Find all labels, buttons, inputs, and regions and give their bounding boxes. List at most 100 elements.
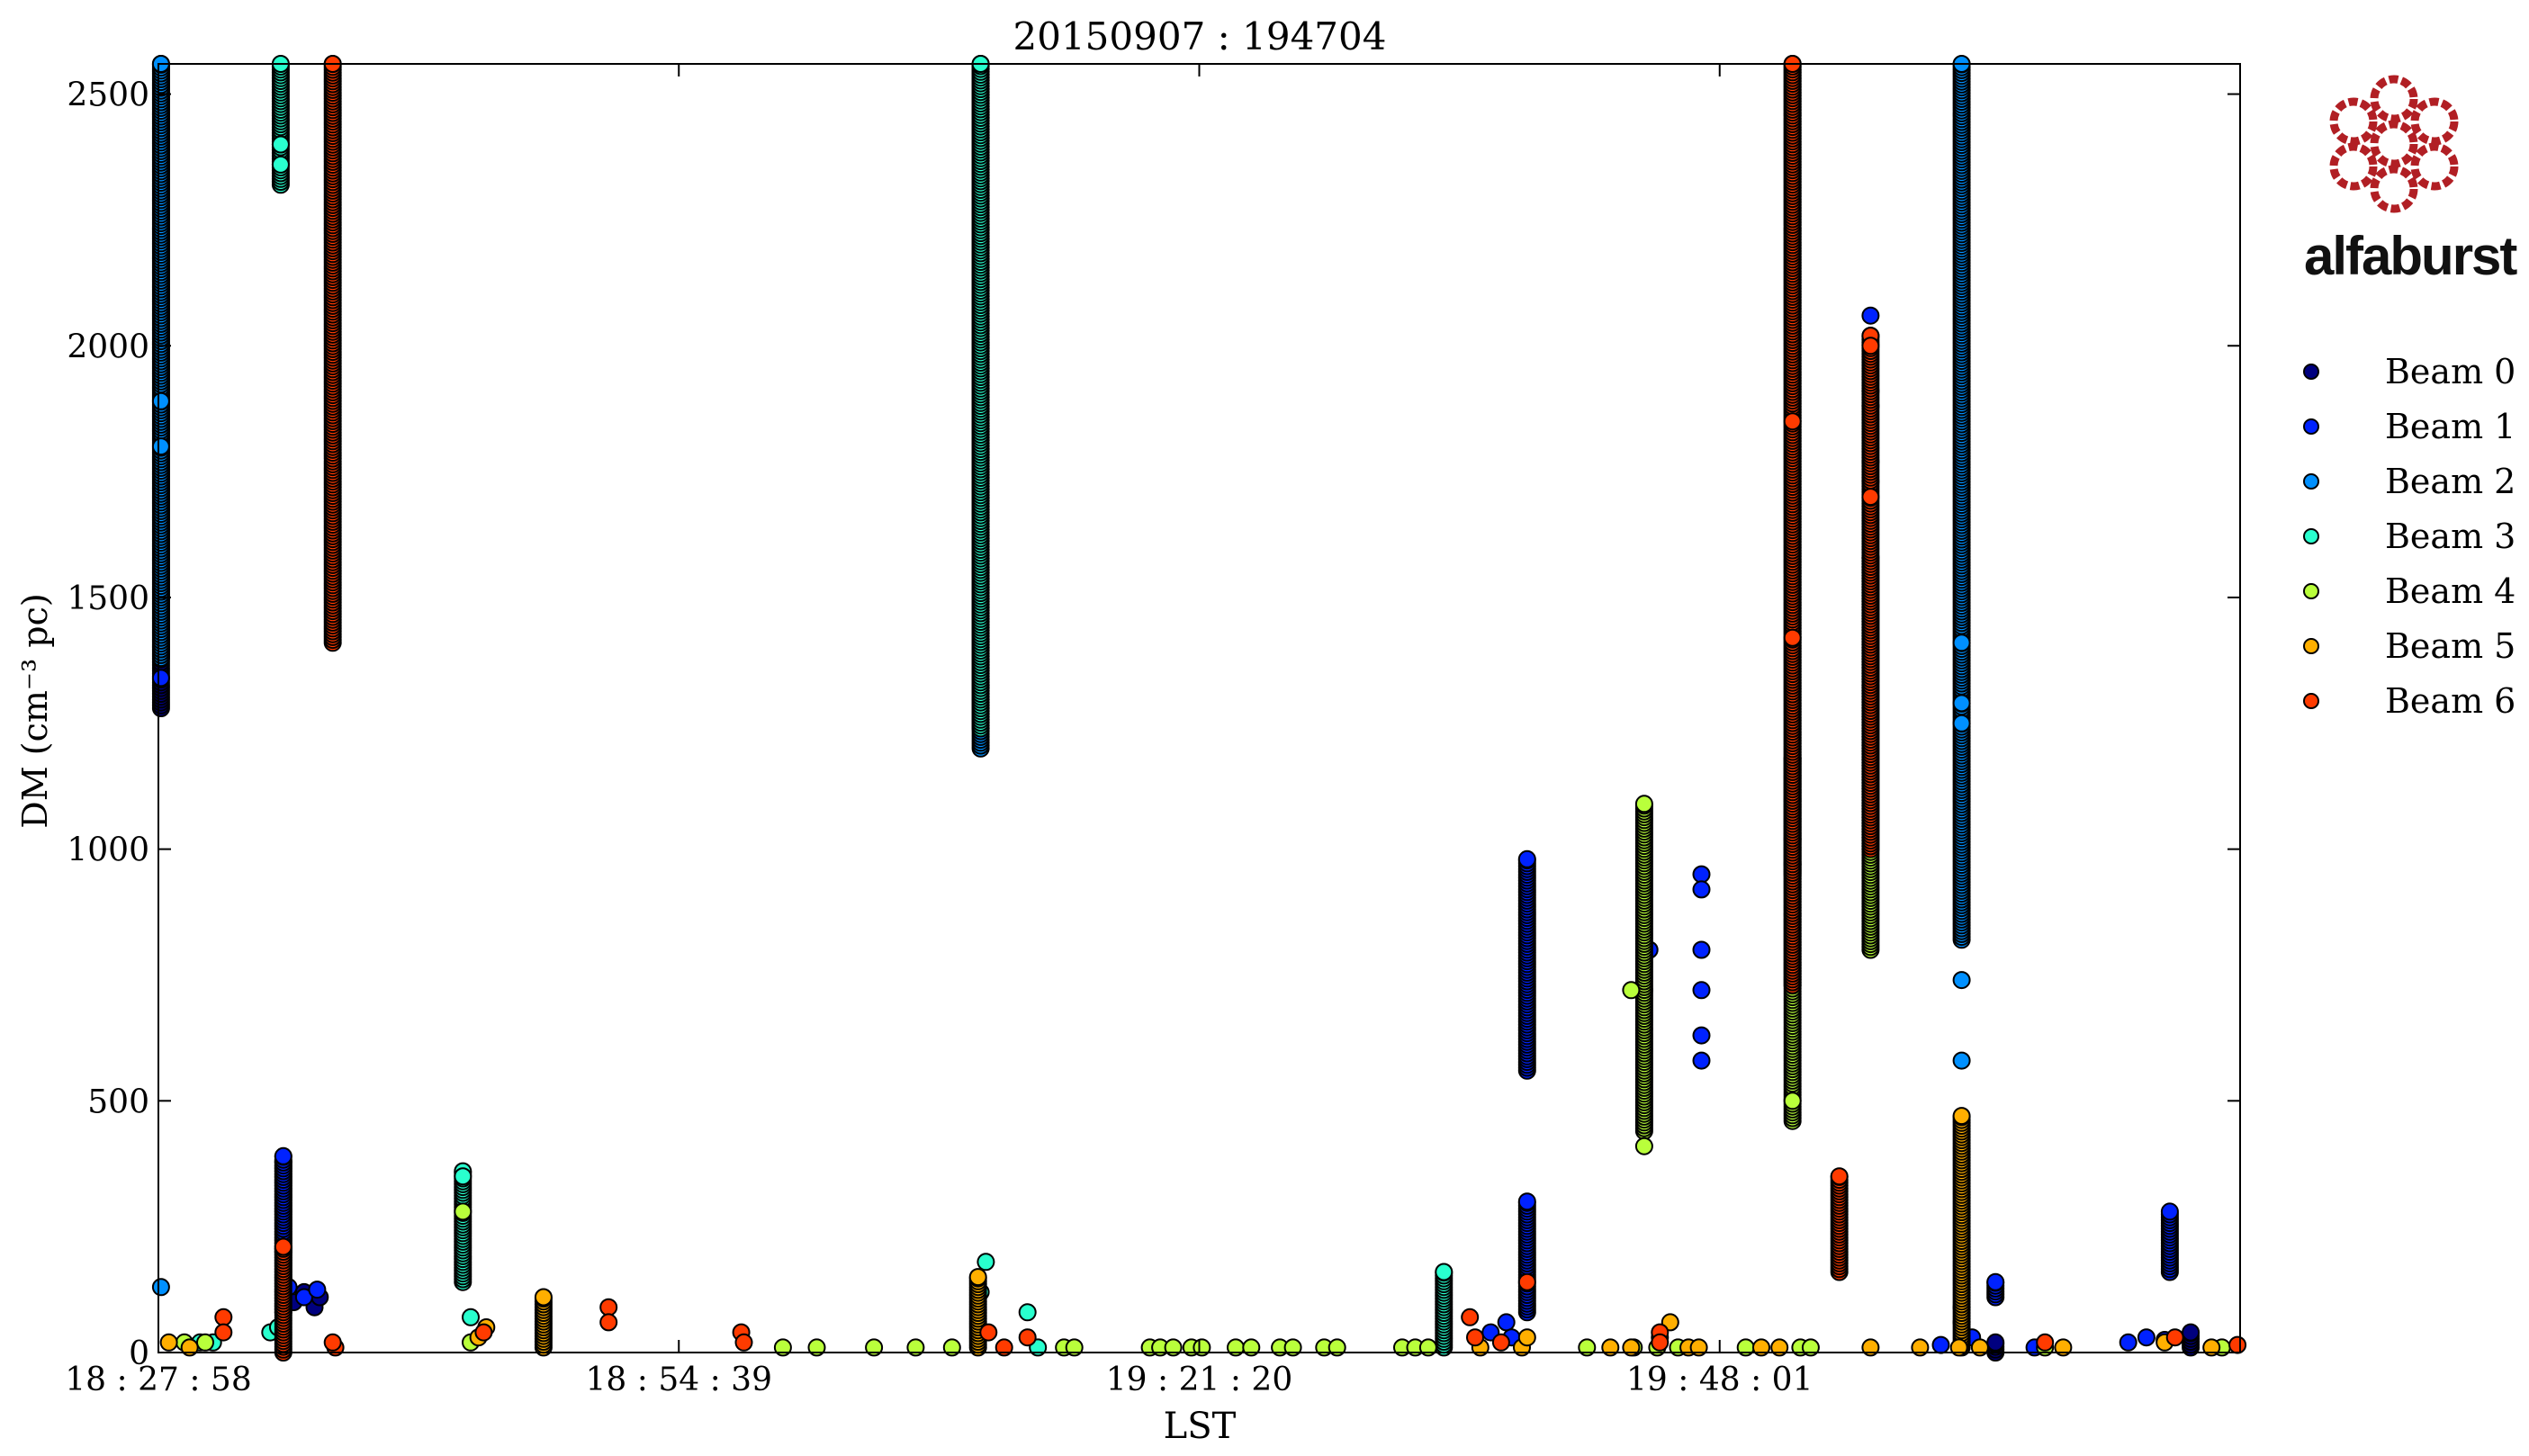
point-beam-4 [196, 1333, 214, 1352]
point-beam-0 [1986, 1333, 2005, 1352]
point-beam-6 [1466, 1328, 1484, 1347]
chart-title: 20150907 : 194704 [1013, 14, 1387, 58]
legend-label: Beam 3 [2385, 517, 2516, 556]
point-beam-6 [2165, 1328, 2184, 1347]
point-beam-4 [1783, 1092, 1802, 1110]
point-beam-6 [1830, 1167, 1849, 1186]
point-beam-6 [1461, 1308, 1480, 1326]
point-beam-1 [2160, 1202, 2179, 1221]
point-beam-6 [1651, 1333, 1670, 1352]
point-beam-6 [1491, 1333, 1510, 1352]
legend-marker [2303, 638, 2319, 654]
point-beam-6 [979, 1323, 998, 1342]
point-beam-6 [2036, 1333, 2055, 1352]
point-beam-5 [534, 1288, 553, 1307]
point-beam-4 [1622, 981, 1641, 1000]
y-tick-label: 500 [87, 1083, 149, 1120]
legend-marker [2303, 418, 2319, 435]
point-beam-6 [1861, 488, 1880, 507]
point-beam-6 [323, 1333, 342, 1352]
legend-label: Beam 6 [2385, 681, 2516, 721]
x-tick-label: 18 : 27 : 58 [65, 1362, 251, 1398]
legend-label: Beam 4 [2385, 571, 2516, 611]
point-beam-2 [1952, 634, 1971, 652]
point-beam-2 [1952, 714, 1971, 732]
legend-item-beam-4: Beam 4 [2290, 566, 2524, 621]
legend-item-beam-2: Beam 2 [2290, 456, 2524, 511]
point-beam-3 [454, 1167, 472, 1186]
flower-logo-icon [2329, 75, 2459, 213]
data-points [151, 55, 2247, 1362]
y-axis: 0 500 1000 1500 2000 2500 [67, 77, 2240, 1372]
legend-label: Beam 5 [2385, 626, 2516, 666]
legend-label: Beam 0 [2385, 352, 2516, 391]
point-beam-6 [599, 1298, 618, 1317]
point-beam-1 [1692, 880, 1711, 899]
point-beam-2 [1952, 1051, 1971, 1070]
point-beam-1 [308, 1281, 327, 1299]
legend-marker [2303, 364, 2319, 380]
logo-ring-icon [2329, 142, 2378, 191]
logo-wordmark: alfaburst [2304, 226, 2517, 286]
legend-label: Beam 2 [2385, 462, 2516, 501]
point-beam-6 [1018, 1328, 1037, 1347]
point-beam-1 [2137, 1328, 2156, 1347]
point-beam-0 [2182, 1323, 2200, 1342]
point-beam-1 [1692, 1026, 1711, 1045]
point-beam-6 [474, 1323, 493, 1342]
point-beam-5 [968, 1268, 987, 1287]
legend-item-beam-0: Beam 0 [2290, 346, 2524, 401]
point-beam-3 [976, 1253, 995, 1272]
point-beam-5 [159, 1333, 178, 1352]
alfaburst-logo: alfaburst [2286, 63, 2517, 306]
legend: Beam 0 Beam 1 Beam 2 Beam 3 Beam 4 Beam 5 Beam… [2290, 346, 2524, 731]
point-beam-6 [274, 1237, 292, 1256]
point-beam-1 [1861, 306, 1880, 325]
point-beam-5 [1952, 1107, 1971, 1126]
x-tick-label: 18 : 54 : 39 [586, 1362, 772, 1398]
x-tick-label: 19 : 48 : 01 [1626, 1362, 1813, 1398]
plot-frame [158, 63, 2241, 1353]
logo-ring-icon [2410, 142, 2459, 191]
point-beam-3 [1435, 1263, 1454, 1281]
y-tick-label: 1000 [67, 832, 149, 869]
point-beam-4 [454, 1202, 472, 1221]
point-beam-1 [1517, 1192, 1536, 1211]
point-beam-4 [1634, 1137, 1653, 1155]
point-beam-1 [1986, 1272, 2005, 1291]
legend-marker [2303, 693, 2319, 709]
point-beam-1 [1692, 940, 1711, 959]
legend-marker [2303, 473, 2319, 490]
point-beam-1 [1497, 1313, 1516, 1332]
logo-ring-icon [2410, 97, 2459, 146]
point-beam-1 [1692, 981, 1711, 1000]
point-beam-6 [214, 1308, 233, 1326]
point-beam-2 [151, 1278, 170, 1297]
logo-ring-icon [2370, 120, 2418, 168]
point-beam-2 [1952, 971, 1971, 990]
y-tick-label: 0 [129, 1335, 149, 1372]
point-beam-6 [734, 1333, 753, 1352]
point-beam-6 [1861, 337, 1880, 355]
point-beam-1 [274, 1146, 292, 1165]
legend-item-beam-3: Beam 3 [2290, 511, 2524, 566]
point-beam-1 [1931, 1335, 1950, 1354]
legend-marker [2303, 583, 2319, 599]
point-beam-2 [151, 437, 170, 456]
legend-item-beam-6: Beam 6 [2290, 676, 2524, 731]
logo-ring-icon [2329, 97, 2378, 146]
x-tick-label: 19 : 21 : 20 [1106, 1362, 1292, 1398]
point-beam-6 [214, 1323, 233, 1342]
y-axis-label: DM (cm⁻³ pc) [15, 593, 55, 828]
point-beam-1 [1692, 1051, 1711, 1070]
point-beam-6 [1783, 628, 1802, 647]
point-beam-6 [2228, 1335, 2247, 1354]
point-beam-1 [2119, 1333, 2138, 1352]
y-tick-label: 2000 [67, 328, 149, 365]
point-beam-1 [1517, 849, 1536, 868]
point-beam-3 [271, 155, 290, 174]
y-tick-label: 2500 [67, 77, 149, 114]
point-beam-3 [1018, 1303, 1037, 1322]
point-beam-1 [294, 1288, 313, 1307]
